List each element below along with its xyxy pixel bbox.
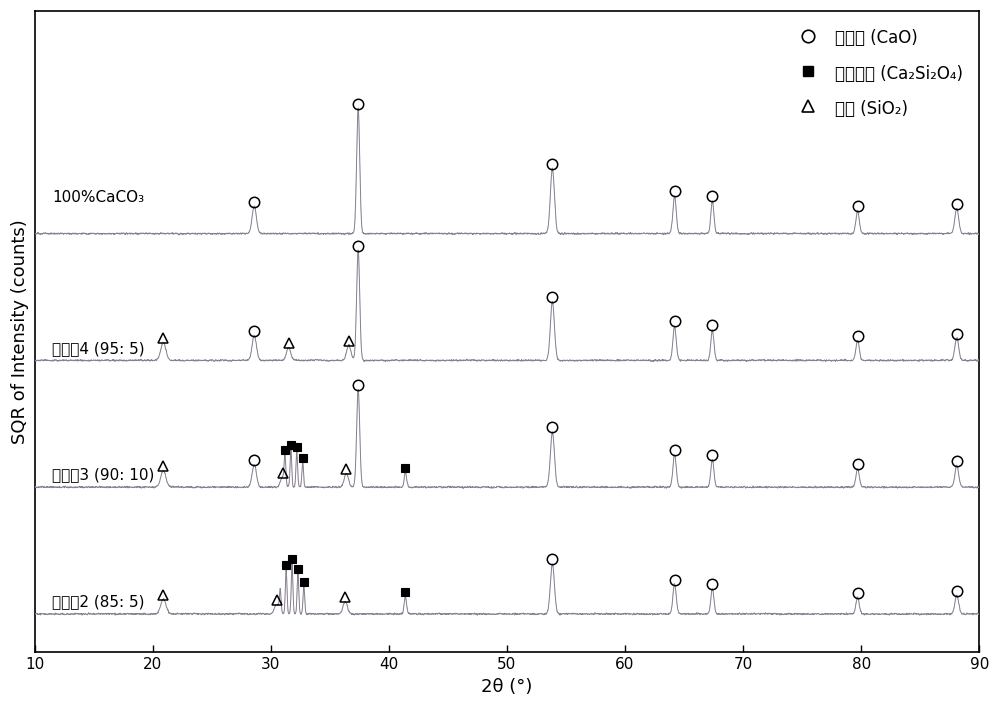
Text: 实施例2 (85: 5): 实施例2 (85: 5) [52,594,145,609]
X-axis label: 2θ (°): 2θ (°) [481,678,533,696]
Text: 实施例3 (90: 10): 实施例3 (90: 10) [52,467,155,482]
Text: 100%CaCO₃: 100%CaCO₃ [52,190,145,205]
Y-axis label: SQR of Intensity (counts): SQR of Intensity (counts) [11,219,29,444]
Text: 实施例4 (95: 5): 实施例4 (95: 5) [52,341,145,356]
Legend: 氧化馒 (CaO), 硅酸二馒 (Ca₂Si₂O₄), 石英 (SiO₂): 氧化馒 (CaO), 硅酸二馒 (Ca₂Si₂O₄), 石英 (SiO₂) [790,20,971,127]
